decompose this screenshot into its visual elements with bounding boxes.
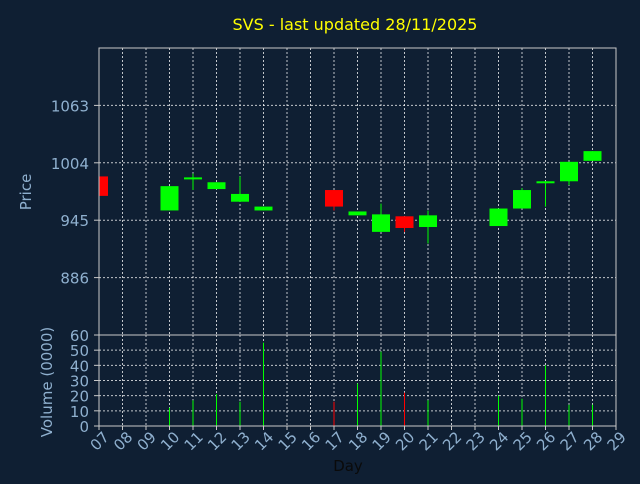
x-tick-label: 25 — [510, 428, 536, 454]
x-tick-label: 15 — [275, 428, 301, 454]
candle-body — [372, 214, 390, 232]
price-axis-label: Price — [17, 174, 35, 211]
price-y-tick-label: 1004 — [51, 155, 89, 173]
x-tick-label: 22 — [439, 428, 465, 454]
candle-body — [325, 190, 343, 207]
chart-title: SVS - last updated 28/11/2025 — [233, 15, 478, 34]
x-tick-label: 24 — [486, 428, 512, 454]
volume-y-tick-label: 20 — [70, 388, 89, 406]
volume-y-tick-label: 0 — [79, 418, 89, 436]
price-candles — [98, 151, 602, 244]
x-tick-label: 29 — [604, 428, 630, 454]
candle-body — [583, 151, 602, 161]
candle-body — [207, 182, 226, 190]
x-tick-label: 21 — [416, 428, 442, 454]
x-tick-label: 13 — [228, 428, 254, 454]
candle-body — [231, 193, 249, 202]
x-tick-label: 18 — [345, 428, 371, 454]
candle-body — [489, 208, 508, 227]
x-tick-label: 10 — [157, 428, 183, 454]
candle-body — [160, 186, 179, 211]
candle-body — [419, 215, 437, 228]
x-tick-label: 09 — [134, 428, 160, 454]
volume-y-tick-label: 30 — [70, 373, 89, 391]
volume-bars — [98, 342, 593, 426]
x-tick-label: 11 — [181, 428, 207, 454]
x-tick-label: 26 — [533, 428, 559, 454]
price-y-tick-labels: 886 945 1004 1063 — [51, 97, 99, 288]
x-tick-label: 28 — [580, 428, 606, 454]
candle-body — [99, 176, 108, 196]
price-y-tick-label: 886 — [60, 270, 89, 288]
x-tick-label: 14 — [251, 428, 277, 454]
candle-body — [560, 161, 578, 182]
volume-y-tick-label: 40 — [70, 357, 89, 375]
x-tick-label: 19 — [369, 428, 395, 454]
volume-axis-label: Volume (0000) — [38, 327, 56, 437]
price-y-tick-label: 945 — [60, 212, 89, 230]
x-tick-label: 27 — [557, 428, 583, 454]
volume-y-tick-label: 10 — [70, 403, 89, 421]
candle-body — [536, 181, 555, 184]
candle-body — [184, 177, 202, 180]
x-tick-label: 07 — [87, 428, 113, 454]
volume-y-tick-label: 60 — [70, 327, 89, 345]
x-tick-label: 12 — [204, 428, 230, 454]
volume-y-tick-label: 50 — [70, 342, 89, 360]
x-tick-label: 16 — [298, 428, 324, 454]
candle-body — [254, 206, 273, 211]
x-tick-label: 08 — [110, 428, 136, 454]
x-tick-label: 20 — [392, 428, 418, 454]
x-tick-labels: 0708091011121314151617181920212223242526… — [87, 426, 630, 454]
x-axis-label: Day — [333, 457, 363, 475]
price-y-tick-label: 1063 — [51, 97, 89, 115]
candle-body — [395, 216, 414, 228]
candle-body — [513, 190, 531, 209]
x-tick-label: 23 — [463, 428, 489, 454]
candle-body — [348, 211, 367, 216]
x-tick-label: 17 — [322, 428, 348, 454]
